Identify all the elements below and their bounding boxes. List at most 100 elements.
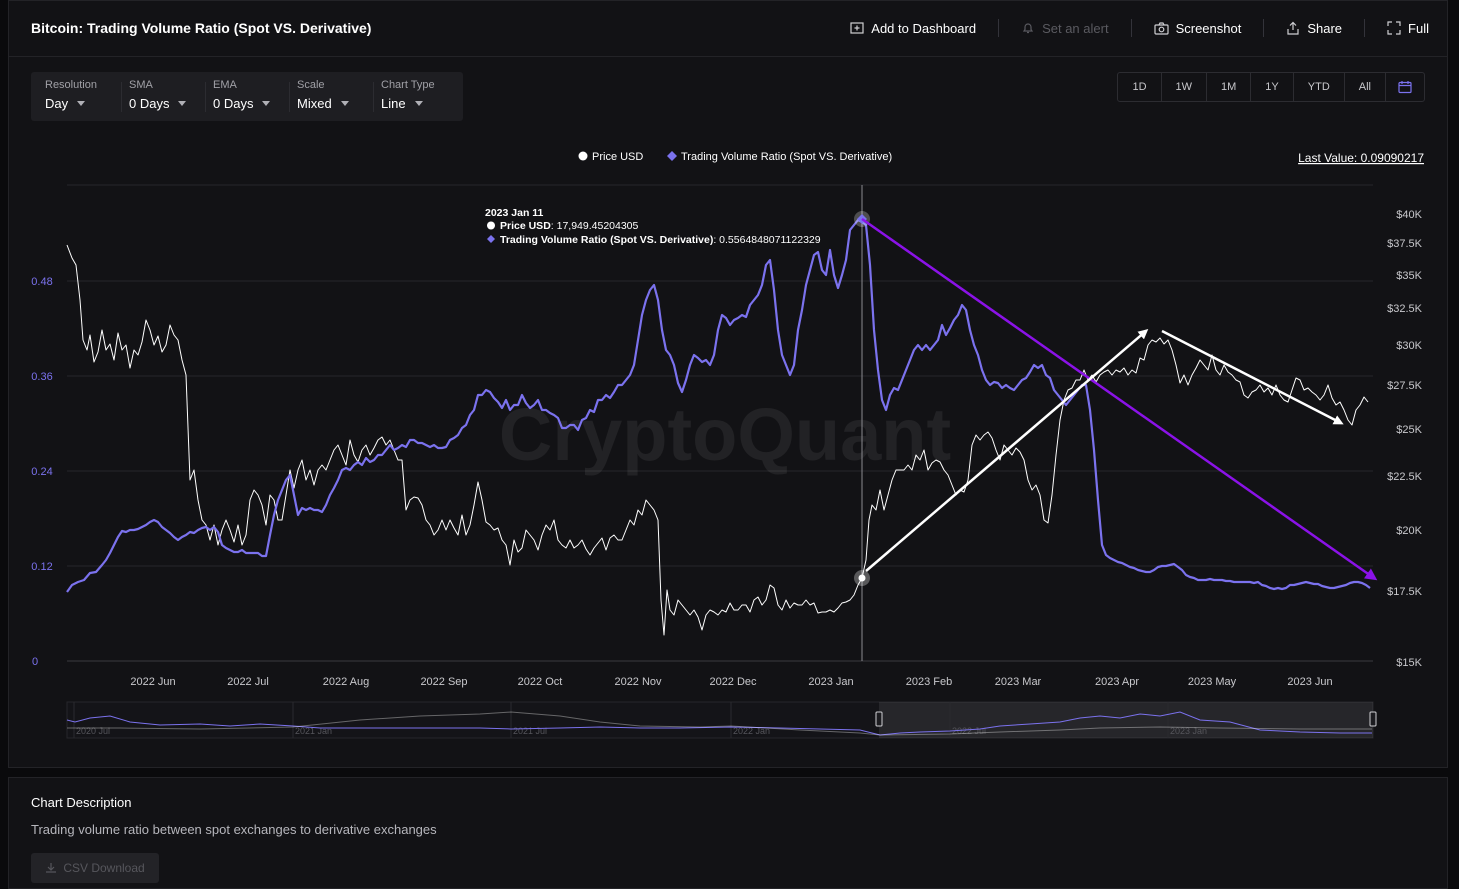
range-selector: 1D 1W 1M 1Y YTD All — [1117, 72, 1425, 102]
y-left-tick: 0.48 — [31, 276, 52, 288]
description-text: Trading volume ratio between spot exchan… — [31, 822, 437, 837]
page-title: Bitcoin: Trading Volume Ratio (Spot VS. … — [31, 20, 372, 36]
navigator-left-handle[interactable] — [875, 711, 883, 727]
separator — [998, 19, 1000, 37]
range-1m-button[interactable]: 1M — [1207, 73, 1252, 101]
navigator-label: 2022 Jan — [733, 726, 770, 736]
range-1w-button[interactable]: 1W — [1162, 73, 1208, 101]
sma-value: 0 Days — [129, 96, 170, 111]
x-tick: 2022 Jun — [130, 676, 175, 688]
download-icon — [46, 863, 57, 873]
x-tick: 2023 May — [1188, 676, 1237, 688]
chart-svg: Price USD Trading Volume Ratio (Spot VS.… — [31, 151, 1424, 739]
svg-text:Trading Volume Ratio (Spot VS.: Trading Volume Ratio (Spot VS. Derivativ… — [500, 234, 821, 246]
y-left-tick: 0.12 — [31, 561, 52, 573]
pullback-annotation-arrow — [1161, 329, 1344, 425]
navigator-label: 2021 Jan — [295, 726, 332, 736]
y-right-tick: $15K — [1396, 657, 1422, 669]
set-alert-button[interactable]: Set an alert — [1021, 21, 1109, 36]
y-left-tick: 0.36 — [31, 371, 52, 383]
price-series-line[interactable] — [66, 244, 1369, 636]
chart-type-value: Line — [381, 96, 406, 111]
y-right-axis: $15K $17.5K $20K $22.5K $25K $27.5K $30K… — [1387, 209, 1423, 669]
x-tick: 2023 Mar — [995, 676, 1042, 688]
y-left-axis: 0 0.12 0.24 0.36 0.48 — [31, 276, 52, 668]
navigator-label: 2022 Jul — [952, 726, 986, 736]
y-right-tick: $40K — [1396, 209, 1422, 221]
y-right-tick: $37.5K — [1387, 238, 1423, 250]
price-legend-label[interactable]: Price USD — [592, 151, 643, 163]
last-value-label: Last Value: 0.09090217 — [1298, 151, 1424, 165]
price-legend-marker — [578, 151, 588, 161]
ema-select[interactable]: EMA 0 Days — [205, 72, 289, 121]
x-tick: 2023 Feb — [906, 676, 952, 688]
separator — [1364, 19, 1366, 37]
y-right-tick: $30K — [1396, 340, 1422, 352]
separator — [1263, 19, 1265, 37]
tooltip-price-marker — [487, 221, 495, 230]
y-right-tick: $27.5K — [1387, 380, 1423, 392]
svg-text:Price USD: 17,949.45204305: Price USD: 17,949.45204305 — [500, 220, 639, 232]
bell-icon — [1022, 23, 1034, 34]
add-to-dashboard-button[interactable]: Add to Dashboard — [850, 21, 976, 36]
grid-lines — [67, 184, 1373, 567]
scale-value: Mixed — [297, 96, 332, 111]
watermark: CryptoQuant — [499, 393, 951, 476]
range-all-button[interactable]: All — [1345, 73, 1386, 101]
camera-icon — [1153, 21, 1169, 35]
sma-label: SMA — [129, 79, 153, 91]
hover-price-point — [858, 574, 866, 582]
chart-type-select[interactable]: Chart Type Line — [373, 72, 457, 121]
tooltip-price-label: Price USD — [500, 220, 551, 232]
tooltip-ratio-marker — [487, 235, 495, 243]
tooltip-ratio-label: Trading Volume Ratio (Spot VS. Derivativ… — [500, 234, 713, 246]
chart-tooltip: 2023 Jan 11 Price USD: 17,949.45204305 T… — [485, 207, 821, 246]
scale-select[interactable]: Scale Mixed — [289, 72, 373, 121]
range-ytd-button[interactable]: YTD — [1294, 73, 1345, 101]
range-navigator[interactable]: 2020 Jul 2021 Jan 2021 Jul 2022 Jan 2022… — [66, 701, 1377, 739]
set-alert-label: Set an alert — [1042, 20, 1109, 36]
y-left-tick: 0 — [32, 656, 38, 668]
ema-label: EMA — [213, 79, 237, 91]
caret-down-icon — [340, 101, 349, 106]
resolution-select[interactable]: Resolution Day — [37, 72, 121, 121]
csv-download-button[interactable]: CSV Download — [31, 853, 159, 883]
x-tick: 2022 Sep — [420, 676, 467, 688]
expand-icon — [1387, 21, 1401, 35]
ratio-legend-label[interactable]: Trading Volume Ratio (Spot VS. Derivativ… — [681, 151, 892, 163]
screenshot-label: Screenshot — [1175, 20, 1242, 36]
share-label: Share — [1307, 20, 1343, 36]
header-actions: Add to Dashboard Set an alert Screenshot… — [828, 19, 1429, 37]
navigator-grid — [73, 702, 1169, 738]
x-tick: 2022 Jul — [227, 676, 269, 688]
y-right-tick: $32.5K — [1387, 303, 1423, 315]
ratio-series-line[interactable] — [66, 218, 1371, 593]
navigator-series-line — [66, 711, 1372, 736]
x-tick: 2022 Oct — [518, 676, 563, 688]
screenshot-button[interactable]: Screenshot — [1153, 20, 1242, 36]
chart-description-panel: Chart Description Trading volume ratio b… — [8, 777, 1448, 889]
navigator-label: 2021 Jul — [513, 726, 547, 736]
add-to-dashboard-label: Add to Dashboard — [871, 20, 977, 36]
y-right-tick: $35K — [1396, 270, 1422, 282]
y-left-tick: 0.24 — [31, 466, 52, 478]
x-tick: 2022 Dec — [709, 676, 757, 688]
y-right-tick: $17.5K — [1387, 586, 1423, 598]
caret-down-icon — [77, 101, 86, 106]
navigator-right-handle[interactable] — [1369, 711, 1377, 727]
chart-type-label: Chart Type — [381, 79, 435, 91]
range-1d-button[interactable]: 1D — [1118, 73, 1162, 101]
x-axis: 2022 Jun 2022 Jul 2022 Aug 2022 Sep 2022… — [130, 676, 1332, 688]
caret-down-icon — [262, 101, 271, 106]
share-button[interactable]: Share — [1286, 21, 1342, 36]
tooltip-date: 2023 Jan 11 — [485, 207, 544, 219]
share-icon — [1287, 21, 1299, 35]
uptrend-annotation-arrow — [865, 329, 1149, 572]
chart-controls: Resolution Day SMA 0 Days EMA 0 Days Sca… — [31, 72, 463, 121]
caret-down-icon — [178, 101, 187, 106]
x-tick: 2023 Apr — [1095, 676, 1139, 688]
fullscreen-button[interactable]: Full — [1387, 21, 1429, 36]
range-1y-button[interactable]: 1Y — [1251, 73, 1294, 101]
calendar-button[interactable] — [1386, 73, 1424, 101]
sma-select[interactable]: SMA 0 Days — [121, 72, 205, 121]
